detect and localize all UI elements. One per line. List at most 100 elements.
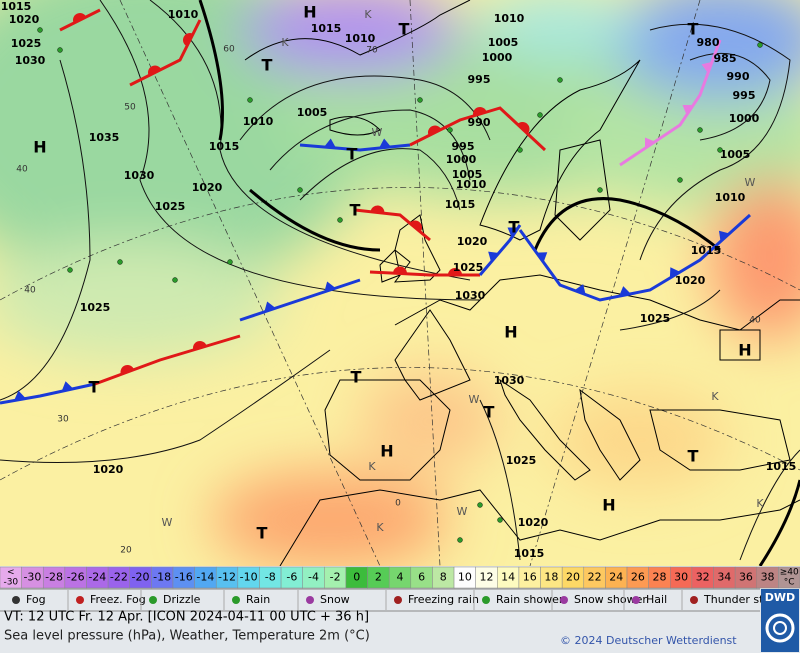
legend-symbol-label: Drizzle (163, 593, 201, 606)
front-marker (448, 268, 462, 275)
weather-symbol (597, 187, 603, 193)
isobar-label: 1015 (1, 0, 32, 13)
legend-icon (482, 596, 490, 604)
pressure-center: H (33, 138, 46, 157)
scale-under-symbol: < (7, 568, 15, 578)
weather-symbol (557, 77, 563, 83)
scale-label: -24 (88, 571, 106, 584)
front-marker (379, 138, 391, 149)
weather-mark: K (364, 8, 372, 21)
isobar-label: 1025 (640, 312, 671, 325)
isobar-label: 1015 (766, 460, 797, 473)
weather-mark: K (756, 497, 764, 510)
contour-label: 60 (223, 45, 235, 55)
weather-symbol (37, 27, 43, 33)
copyright: © 2024 Deutscher Wetterdienst (560, 634, 737, 647)
front-triangle (14, 390, 26, 401)
isobar-label: 995 (452, 140, 475, 153)
front-marker (148, 65, 162, 76)
scale-label: 28 (652, 571, 666, 584)
legend-symbol-label: Rain (246, 593, 270, 606)
weather-symbol (67, 267, 73, 273)
pressure-center: H (504, 323, 517, 342)
legend-icon (306, 596, 314, 604)
legend-symbol-label: Rain shower (496, 593, 564, 606)
front-marker (574, 284, 586, 295)
legend-symbol-label: Snow (320, 593, 350, 606)
isobar-label: 995 (468, 73, 491, 86)
isobar-label: 1020 (457, 235, 488, 248)
front-semicircle (428, 125, 442, 136)
fronts (0, 8, 752, 405)
contour-label: 30 (57, 415, 69, 425)
weather-symbol (717, 147, 723, 153)
logo-text: DWD (765, 591, 795, 604)
front-marker (718, 230, 730, 242)
legend-icon (632, 596, 640, 604)
weather-symbol (497, 517, 503, 523)
front-semicircle (193, 341, 207, 351)
contour-label: 0 (395, 499, 401, 509)
front-line (129, 19, 202, 87)
front-triangle (324, 138, 336, 148)
front-marker (536, 252, 548, 263)
dwd-logo: DWD (761, 589, 799, 652)
pressure-center: T (350, 201, 361, 220)
isobar-label: 1010 (168, 8, 199, 21)
legend-symbol-label: Freezing rain (408, 593, 479, 606)
front-marker (14, 390, 26, 401)
scale-label: -14 (196, 571, 214, 584)
weather-mark: W (457, 505, 468, 518)
isobar-label: 1020 (518, 516, 549, 529)
front-line (354, 208, 431, 242)
scale-label: -20 (132, 571, 150, 584)
pressure-center: T (347, 145, 358, 164)
front-triangle (324, 281, 336, 292)
isobar-label: 1005 (488, 36, 519, 49)
scale-label: 2 (375, 571, 382, 584)
front-marker (393, 266, 407, 274)
contour-label: 70 (366, 46, 378, 56)
scale-label: -10 (240, 571, 258, 584)
scale-label: 6 (418, 571, 425, 584)
valid-time: VT: 12 UTC Fr. 12 Apr. [ICON 2024-04-11 … (4, 610, 369, 625)
scale-over-label: ≥40 (780, 568, 799, 578)
front-triangle (507, 227, 519, 238)
pressure-center: T (89, 378, 100, 397)
front-semicircle (73, 13, 87, 24)
isobar-label: 1010 (243, 115, 274, 128)
front-triangle (488, 251, 499, 263)
front-triangle (645, 137, 655, 149)
front-marker (61, 381, 74, 392)
front-semicircle (370, 205, 385, 214)
isobar-label: 1010 (456, 178, 487, 191)
front-marker (183, 33, 194, 47)
contour-label: 20 (120, 546, 132, 556)
weather-mark: W (372, 126, 383, 139)
front-marker (73, 13, 87, 24)
legend-icon (76, 596, 84, 604)
scale-label: 10 (458, 571, 472, 584)
pressure-center: T (262, 56, 273, 75)
weather-symbol (57, 47, 63, 53)
weather-symbol (677, 177, 683, 183)
isobar-label: 1025 (506, 454, 537, 467)
front-triangle (264, 301, 276, 312)
pressure-center: H (303, 3, 316, 22)
isobar-label: 1015 (514, 547, 545, 560)
front-semicircle (517, 122, 530, 134)
scale-label: 38 (761, 571, 775, 584)
isobar-label: 1015 (209, 140, 240, 153)
front-line (369, 270, 480, 277)
isobar-label: 1030 (15, 54, 46, 67)
isobar-label: 985 (714, 52, 737, 65)
description: Sea level pressure (hPa), Weather, Tempe… (4, 629, 370, 644)
front-triangle (669, 267, 681, 279)
front-marker (701, 61, 713, 74)
front-marker (645, 137, 655, 149)
scale-label: 34 (717, 571, 731, 584)
pressure-center: T (484, 403, 495, 422)
scale-label: 0 (353, 571, 360, 584)
scale-label: 12 (479, 571, 493, 584)
